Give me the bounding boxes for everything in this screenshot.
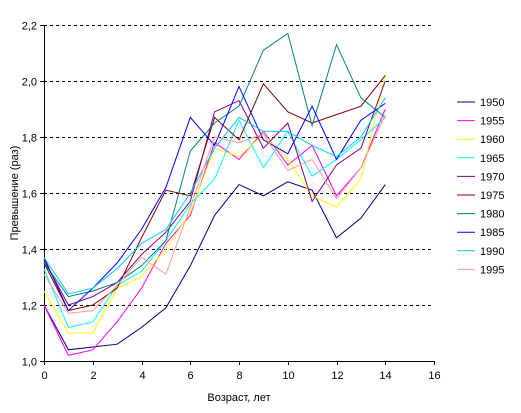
series-layer — [43, 32, 386, 356]
legend-label-1980: 1980 — [480, 209, 504, 221]
legend-label-1990: 1990 — [480, 246, 504, 258]
legend-label-1970: 1970 — [480, 171, 504, 183]
y-axis-title: Превышение (раз) — [9, 146, 21, 241]
x-tick-label: 14 — [379, 370, 391, 382]
y-tick-label: 1,6 — [22, 189, 37, 201]
y-tick-label: 1,0 — [22, 357, 37, 369]
x-tick-label: 2 — [90, 370, 96, 382]
legend-label-1995: 1995 — [480, 264, 504, 276]
y-tick-label: 1,4 — [22, 245, 37, 257]
x-axis-title: Возраст, лет — [207, 392, 270, 404]
x-tick-label: 6 — [187, 370, 193, 382]
grid-lines — [44, 25, 434, 306]
y-tick-labels: 1,0 1,2 1,4 1,6 1,8 2,0 2,2 — [22, 21, 44, 369]
legend: 1950 1955 1960 1965 1970 1975 1980 1985 1990 1995 — [457, 97, 504, 276]
x-tick-labels: 0 2 4 6 8 10 12 14 16 — [41, 361, 441, 382]
series-line-1975 — [43, 75, 386, 312]
legend-label-1985: 1985 — [480, 227, 504, 239]
series-line-1990 — [43, 97, 386, 295]
legend-label-1950: 1950 — [480, 97, 504, 109]
y-tick-label: 1,8 — [22, 133, 37, 145]
x-tick-label: 12 — [331, 370, 343, 382]
legend-label-1960: 1960 — [480, 134, 504, 146]
y-tick-label: 1,2 — [22, 301, 37, 313]
series-line-1995 — [43, 114, 386, 314]
series-line-1965 — [43, 117, 386, 328]
series-line-1955 — [43, 108, 386, 356]
legend-label-1965: 1965 — [480, 153, 504, 165]
x-tick-label: 8 — [236, 370, 242, 382]
x-tick-label: 16 — [428, 370, 440, 382]
y-tick-label: 2,0 — [22, 77, 37, 89]
x-tick-label: 10 — [282, 370, 294, 382]
series-line-1980 — [43, 32, 386, 298]
x-tick-label: 4 — [139, 370, 145, 382]
legend-label-1955: 1955 — [480, 116, 504, 128]
legend-label-1975: 1975 — [480, 190, 504, 202]
series-line-1985 — [43, 85, 386, 312]
x-tick-label: 0 — [41, 370, 47, 382]
series-line-1970 — [43, 80, 386, 306]
series-line-1950 — [43, 181, 386, 351]
y-tick-label: 2,2 — [22, 21, 37, 33]
